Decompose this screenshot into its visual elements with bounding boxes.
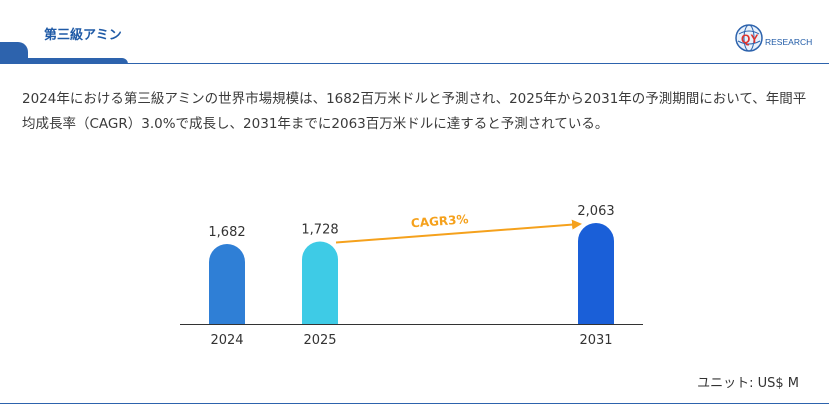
- footer-divider: [0, 403, 829, 404]
- qyresearch-logo: QY RESEARCH: [735, 24, 812, 52]
- unit-label: ユニット: US$ M: [697, 376, 799, 391]
- bar-2025: [302, 241, 338, 324]
- bar-2031: [578, 223, 614, 324]
- value-label-2025: 1,728: [301, 222, 338, 237]
- x-tick-label-2025: 2025: [303, 333, 336, 348]
- header-band-decoration: [0, 58, 128, 64]
- header-divider: [0, 63, 829, 64]
- cagr-arrow: [335, 219, 582, 244]
- page-title: 第三級アミン: [44, 28, 122, 43]
- value-label-2031: 2,063: [577, 204, 614, 219]
- logo-text-research: RESEARCH: [765, 37, 812, 47]
- cagr-label: CAGR3%: [410, 212, 468, 230]
- market-summary-text: 2024年における第三級アミンの世界市場規模は、1682百万米ドルと予測され、2…: [22, 91, 807, 132]
- bar-2024: [209, 244, 245, 324]
- logo-text-qy: QY: [741, 32, 758, 46]
- x-tick-label-2031: 2031: [579, 333, 612, 348]
- value-label-2024: 1,682: [208, 225, 245, 240]
- x-tick-label-2024: 2024: [210, 333, 243, 348]
